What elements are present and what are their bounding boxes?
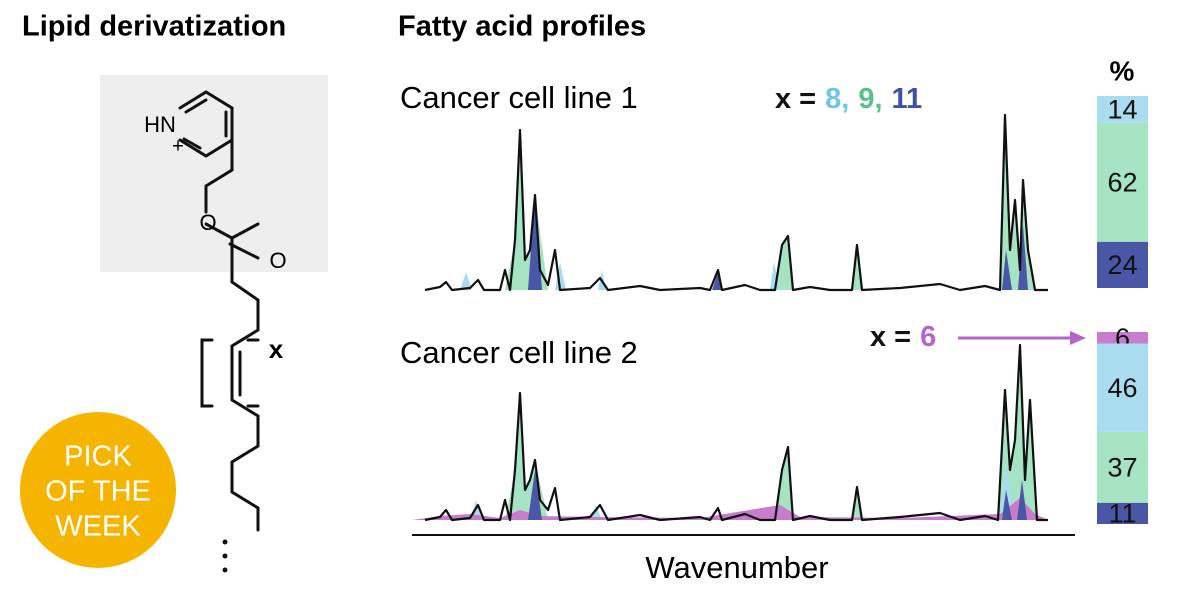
bar-segment — [1097, 332, 1148, 344]
annotation: x = 6 — [870, 321, 936, 353]
oxygen-label: O — [269, 248, 286, 273]
left-title: Lipid derivatization — [22, 11, 286, 43]
oxygen-label: O — [199, 210, 216, 235]
segment-label: 14 — [1107, 95, 1137, 125]
segment-label: 11 — [1108, 499, 1136, 529]
percent-label: % — [1110, 55, 1135, 86]
segment-label: 24 — [1107, 250, 1137, 280]
badge-text: WEEK — [55, 511, 141, 543]
bar-segment — [1097, 502, 1148, 524]
molecule — [178, 90, 260, 532]
profile-label: Cancer cell line 1 — [400, 80, 638, 115]
right-title: Fatty acid profiles — [398, 11, 646, 43]
bar-segment — [1097, 343, 1148, 432]
dot — [222, 539, 228, 545]
x-axis-label: Wavenumber — [645, 550, 828, 585]
bar-segment — [1097, 122, 1148, 242]
bar-segment — [1097, 241, 1148, 288]
arrowhead — [1070, 331, 1086, 345]
spectrum-1 — [424, 113, 1048, 292]
spectrum-2 — [412, 343, 1048, 522]
bar-segment — [1097, 96, 1148, 123]
nh-label: HN — [144, 112, 176, 137]
dot — [222, 567, 228, 573]
segment-label: 46 — [1107, 373, 1137, 403]
annotation-value: 8, — [825, 83, 849, 115]
repeat-label: x — [269, 334, 284, 364]
annotation-value: 6 — [920, 321, 936, 353]
highlight-box — [100, 75, 328, 272]
charge-label: + — [172, 135, 184, 157]
segment-label: 37 — [1107, 452, 1137, 482]
annotation-prefix: x = — [775, 83, 816, 115]
bar-segment — [1097, 431, 1148, 503]
segment-label: 62 — [1107, 168, 1137, 198]
annotation-value: 9, — [858, 83, 882, 115]
annotation-value: 11 — [892, 83, 923, 115]
badge-text: OF THE — [45, 476, 151, 508]
annotation: x = 8, 9, 11 — [775, 83, 922, 115]
annotation-prefix: x = — [870, 321, 911, 353]
dot — [222, 553, 228, 559]
badge — [16, 408, 180, 572]
badge-text: PICK — [64, 441, 132, 473]
profile-label: Cancer cell line 2 — [400, 335, 638, 370]
